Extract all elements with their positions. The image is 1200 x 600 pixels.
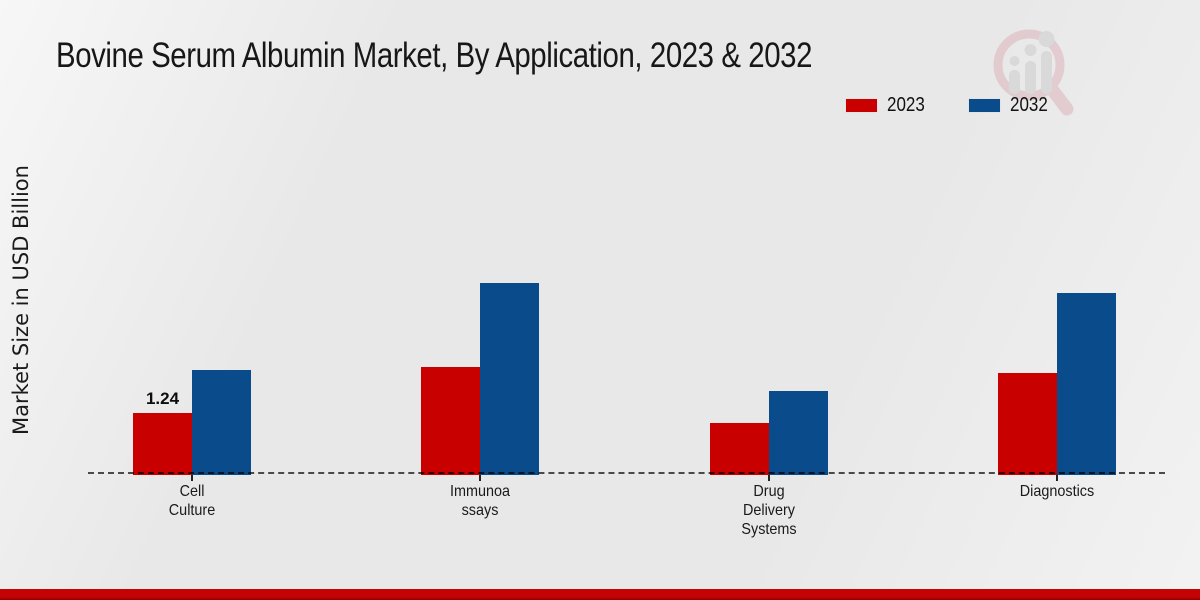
bar-2032-drug-delivery-systems — [769, 391, 828, 475]
x-axis-tick — [768, 475, 770, 481]
legend-label-2023: 2023 — [887, 94, 925, 116]
bar-2032-immunoassays — [480, 283, 539, 475]
legend: 2023 2032 — [845, 94, 1054, 117]
bar-2023-immunoassays — [421, 367, 480, 475]
bar-2032-diagnostics — [1057, 293, 1116, 475]
bar-2023-diagnostics — [998, 373, 1057, 475]
x-axis-tick — [191, 475, 193, 481]
legend-swatch-2023 — [845, 98, 878, 113]
legend-swatch-2032 — [967, 98, 1001, 113]
bar-2023-drug-delivery-systems — [710, 423, 769, 475]
legend-item-2032: 2032 — [967, 94, 1055, 117]
bar-value-label: 1.24 — [145, 389, 180, 408]
x-axis-line — [88, 472, 1165, 474]
chart-title: Bovine Serum Albumin Market, By Applicat… — [56, 36, 813, 75]
legend-item-2023: 2023 — [845, 94, 932, 117]
bar-trend-icon — [1009, 31, 1055, 94]
x-tick-label-immunoassays: Immunoa ssays — [449, 483, 511, 519]
x-axis-tick — [479, 475, 481, 481]
magnifier-icon — [993, 29, 1074, 116]
legend-label-2032: 2032 — [1009, 94, 1048, 116]
y-axis-label: Market Size in USD Billion — [9, 165, 33, 435]
brand-logo-watermark — [993, 29, 1074, 116]
x-tick-label-drug-delivery-systems: Drug Delivery Systems — [741, 483, 797, 538]
bar-2032-cell-culture — [192, 370, 251, 475]
x-tick-label-cell-culture: Cell Culture — [168, 483, 216, 519]
bar-2023-cell-culture — [133, 413, 192, 475]
footer-accent-bar — [0, 589, 1200, 600]
x-axis-tick — [1056, 475, 1058, 481]
x-tick-label-diagnostics: Diagnostics — [1019, 483, 1095, 500]
